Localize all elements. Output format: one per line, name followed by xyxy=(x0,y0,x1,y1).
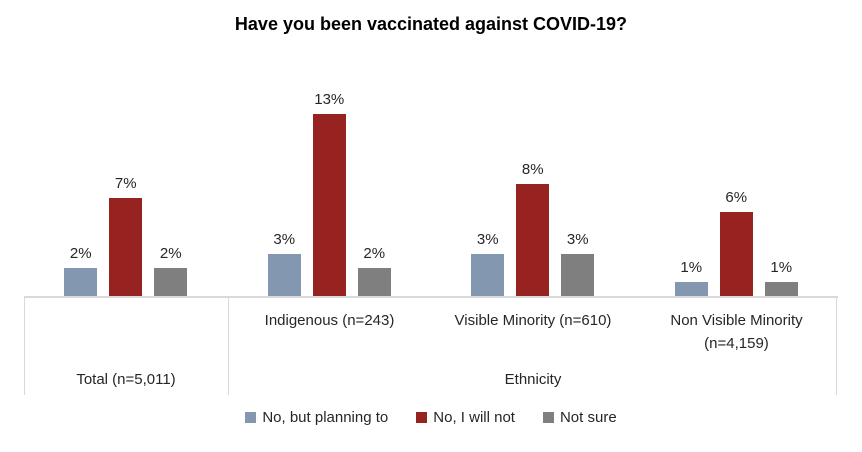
data-label: 1% xyxy=(680,259,703,276)
bar xyxy=(561,254,595,296)
legend-item-not-sure: Not sure xyxy=(542,409,617,426)
legend-swatch-no-i-will-not xyxy=(416,412,428,423)
data-label: 2% xyxy=(69,245,92,262)
category-label-total: Total (n=5,011) xyxy=(76,371,176,388)
legend-label-no-i-will-not: No, I will not xyxy=(433,409,515,426)
bar xyxy=(312,114,346,296)
category-label-non-visible-minority: Non Visible Minority (n=4,159) xyxy=(670,312,803,352)
bar-cell: 3% xyxy=(471,231,505,296)
bar xyxy=(719,212,753,296)
legend-label-no-but-planning-to: No, but planning to xyxy=(262,409,389,426)
bar xyxy=(109,198,143,296)
data-label: 3% xyxy=(476,231,499,248)
axis-divider-total-ethnicity xyxy=(228,298,229,395)
legend-swatch-no-but-planning-to xyxy=(245,412,257,423)
bar-group: 2% 7% 2% xyxy=(24,175,228,296)
bar-group: 3% 8% 3% xyxy=(431,161,635,296)
bar-cell: 2% xyxy=(154,245,188,296)
legend-swatch-not-sure xyxy=(542,412,554,423)
axis-border-left xyxy=(24,298,25,395)
axis-group-label-ethnicity: Ethnicity xyxy=(504,371,562,388)
plot-area: 2% 7% 2% 3% 13% 2% 3% 8% 3% 1% 6% 1% xyxy=(24,91,839,296)
bar-cell: 3% xyxy=(561,231,595,296)
legend-item-no-i-will-not: No, I will not xyxy=(416,409,515,426)
category-label-visible-minority: Visible Minority (n=610) xyxy=(454,312,612,329)
bar-cell: 1% xyxy=(674,259,708,296)
bar-group: 1% 6% 1% xyxy=(635,189,839,296)
data-label: 3% xyxy=(566,231,589,248)
bar-cell: 7% xyxy=(109,175,143,296)
bar xyxy=(154,268,188,296)
bar-cell: 3% xyxy=(267,231,301,296)
bar-cell: 2% xyxy=(64,245,98,296)
data-label: 2% xyxy=(159,245,182,262)
bar-cell: 8% xyxy=(516,161,550,296)
category-label-indigenous: Indigenous (n=243) xyxy=(264,312,395,329)
bar xyxy=(267,254,301,296)
data-label: 8% xyxy=(521,161,544,178)
data-label: 7% xyxy=(114,175,137,192)
legend: No, but planning to No, I will not Not s… xyxy=(0,409,862,426)
chart-title: Have you been vaccinated against COVID-1… xyxy=(234,14,628,34)
x-axis-line xyxy=(24,296,838,298)
bar xyxy=(764,282,798,296)
bar xyxy=(471,254,505,296)
data-label: 2% xyxy=(363,245,386,262)
legend-label-not-sure: Not sure xyxy=(559,409,617,426)
legend-item-no-but-planning-to: No, but planning to xyxy=(245,409,388,426)
data-label: 3% xyxy=(273,231,296,248)
data-label: 6% xyxy=(725,189,748,206)
bar xyxy=(357,268,391,296)
data-label: 1% xyxy=(770,259,793,276)
data-label: 13% xyxy=(314,91,345,108)
bar xyxy=(674,282,708,296)
bar xyxy=(64,268,98,296)
axis-border-right xyxy=(836,298,837,395)
bar-cell: 6% xyxy=(719,189,753,296)
bar-cell: 1% xyxy=(764,259,798,296)
bar-cell: 2% xyxy=(357,245,391,296)
bar-group: 3% 13% 2% xyxy=(228,91,432,296)
bar-cell: 13% xyxy=(312,91,346,296)
bar xyxy=(516,184,550,296)
